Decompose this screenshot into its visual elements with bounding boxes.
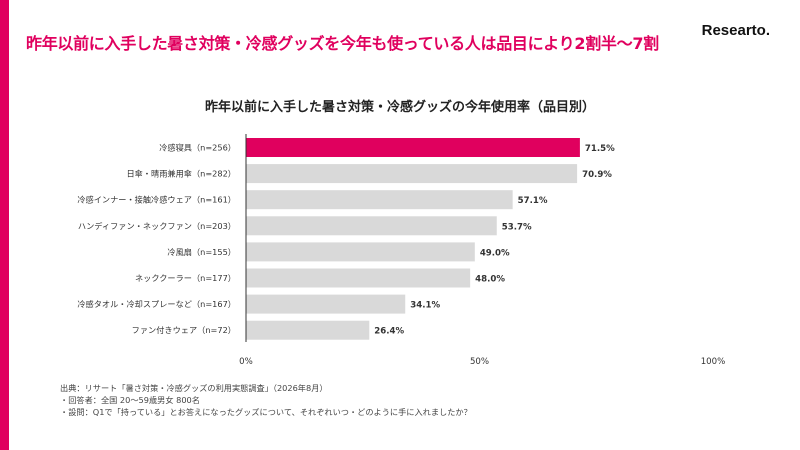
bar-6 [246,294,406,314]
footnote-respondents: ・回答者：全国 20〜59歳男女 800名 [60,395,200,405]
bar-3 [246,216,497,236]
bar-2 [246,190,513,210]
value-label-2: 57.1% [518,196,548,206]
brand-logo: Researto. [701,22,770,39]
category-label-7: ファン付きウェア（n=72） [132,325,236,335]
bar-0 [246,138,580,157]
value-label-0: 71.5% [585,144,615,154]
category-label-5: ネッククーラー（n=177） [135,273,236,283]
bar-7 [246,320,370,340]
value-label-1: 70.9% [582,170,612,180]
x-tick-label-2: 100% [701,357,726,367]
footnote-source: 出典：リサート「暑さ対策・冷感グッズの利用実態調査」（2026年8月） [60,383,328,393]
bar-4 [246,242,475,262]
category-label-1: 日傘・晴雨兼用傘（n=282） [126,169,236,179]
value-label-6: 34.1% [410,301,440,311]
footnote-question: ・設問：Q1で「持っている」とお答えになったグッズについて、それぞれいつ・どのよ… [60,407,472,417]
bar-5 [246,268,471,288]
category-label-3: ハンディファン・ネックファン（n=203） [78,221,236,231]
accent-stripe [0,0,9,450]
x-tick-label-0: 0% [239,357,253,367]
value-label-4: 49.0% [480,248,510,258]
value-label-7: 26.4% [374,327,404,337]
page-headline: 昨年以前に入手した暑さ対策・冷感グッズを今年も使っている人は品目により2割半〜7… [26,34,659,53]
category-label-0: 冷感寝具（n=256） [159,143,236,153]
x-tick-label-1: 50% [470,357,489,367]
category-label-4: 冷風扇（n=155） [167,247,236,257]
value-label-3: 53.7% [502,222,532,232]
category-label-2: 冷感インナー・接触冷感ウェア（n=161） [77,195,236,205]
chart-title: 昨年以前に入手した暑さ対策・冷感グッズの今年使用率（品目別） [204,100,595,115]
category-label-6: 冷感タオル・冷却スプレーなど（n=167） [77,299,236,309]
value-label-5: 48.0% [475,275,505,285]
bar-1 [246,164,578,184]
